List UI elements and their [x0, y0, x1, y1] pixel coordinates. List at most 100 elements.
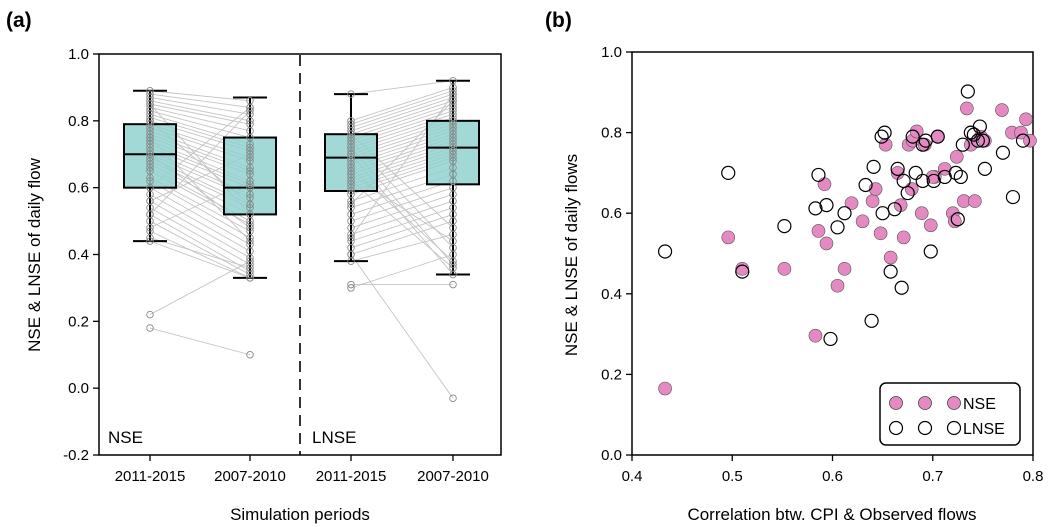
panel-a-ytick-label: 0.4: [68, 247, 89, 264]
paired-point: [146, 310, 154, 319]
paired-line: [149, 230, 251, 279]
paired-point: [347, 177, 355, 185]
paired-line: [350, 100, 454, 135]
lnse-point: [877, 125, 892, 140]
panel-label-b: (b): [545, 9, 572, 32]
paired-point: [146, 133, 154, 142]
paired-point: [246, 180, 254, 189]
paired-point: [246, 167, 254, 175]
panel-a-ytick-label: 0.8: [68, 113, 89, 130]
paired-line: [350, 86, 454, 122]
panel-a-y-axis-title: NSE & LNSE of daily flow: [25, 157, 44, 351]
paired-line: [149, 96, 251, 115]
paired-point: [449, 260, 457, 269]
legend: NSE LNSE: [879, 382, 1021, 446]
lnse-point: [960, 84, 975, 99]
legend-nse-marker-3: [947, 396, 961, 410]
lnse-point: [1005, 189, 1021, 205]
lnse-point: [777, 218, 792, 234]
paired-line: [149, 107, 251, 132]
lnse-point: [950, 212, 965, 227]
paired-line: [350, 200, 454, 235]
panel-b-ytick-label: 0.4: [601, 286, 622, 303]
panel-a-ytick-label: 0.6: [68, 180, 89, 197]
nse-point: [808, 328, 823, 343]
legend-lnse-marker-1: [888, 420, 904, 436]
paired-point: [146, 163, 154, 172]
paired-point: [246, 177, 254, 185]
paired-line: [350, 90, 454, 125]
paired-line: [350, 254, 454, 289]
paired-point: [246, 224, 254, 232]
paired-line: [149, 237, 251, 269]
nse-point: [830, 278, 845, 293]
paired-line: [149, 193, 251, 252]
nse-point: [735, 262, 750, 276]
lnse-point: [864, 313, 879, 328]
paired-line: [149, 180, 251, 239]
paired-point: [246, 274, 254, 282]
panel-a-xtick-label: 2011-2015: [316, 468, 387, 485]
panel-a-xtick-label: 2011-2015: [115, 468, 186, 485]
lnse-point: [883, 264, 898, 279]
panel-a-lines: [149, 80, 454, 399]
paired-line: [350, 93, 454, 239]
paired-point: [246, 150, 254, 158]
panel-b-x-axis-title: Correlation btw. CPI & Observed flows: [687, 505, 976, 524]
group-label-nse: NSE: [108, 428, 143, 447]
panel-a-points: [146, 76, 457, 402]
paired-point: [347, 284, 355, 292]
paired-line: [149, 90, 251, 102]
panel-a-xtick-label: 2007-2010: [417, 468, 489, 485]
paired-point: [449, 237, 457, 245]
lnse-point: [915, 173, 930, 189]
legend-lnse-marker-2: [917, 420, 933, 436]
paired-point: [146, 100, 154, 108]
paired-point: [146, 150, 154, 158]
nse-point: [811, 224, 826, 238]
paired-point: [146, 197, 154, 205]
panel-a-ytick-label: 0.2: [68, 313, 89, 330]
paired-line: [350, 254, 454, 399]
nse-point: [960, 101, 974, 116]
lnse-point: [830, 220, 845, 235]
paired-line: [350, 97, 454, 132]
lnse-point: [975, 133, 990, 148]
panel-a-x-axis-title: Simulation periods: [230, 505, 370, 524]
paired-point: [449, 153, 457, 162]
panel-b-ytick-label: 0.2: [601, 366, 622, 383]
paired-point: [146, 210, 154, 219]
lnse-point: [866, 159, 881, 174]
panel-a-ytick-label: 0.0: [68, 380, 89, 397]
panel-b-y-axis-title: NSE & LNSE of daily flows: [562, 154, 581, 356]
lnse-point: [890, 161, 905, 176]
nse-point: [1019, 112, 1033, 127]
paired-line: [149, 327, 251, 356]
lnse-point: [875, 206, 890, 221]
box: [123, 123, 177, 189]
lnse-point: [915, 137, 930, 152]
lnse-point: [837, 206, 852, 221]
paired-point: [246, 117, 254, 125]
panel-b-yticks: 0.0 0.2 0.4 0.6 0.8 1.0: [601, 44, 632, 464]
lnse-point: [819, 198, 834, 213]
panel-b-xtick-label: 0.6: [822, 468, 843, 485]
nse-point: [844, 196, 859, 210]
nse-point: [817, 177, 832, 191]
paired-line: [149, 93, 251, 108]
lnse-point: [955, 137, 970, 152]
paired-line: [149, 214, 251, 272]
panel-b-xtick-label: 0.7: [922, 468, 943, 485]
legend-nse-marker-2: [918, 396, 932, 410]
group-label-lnse: LNSE: [312, 428, 356, 447]
lnse-point: [905, 129, 920, 144]
paired-point: [246, 153, 254, 162]
paired-line: [350, 193, 454, 229]
nse-point: [923, 218, 938, 233]
nse-point: [777, 262, 792, 276]
nse-point: [873, 226, 888, 241]
paired-line: [350, 93, 454, 128]
lnse-point: [657, 244, 673, 259]
paired-line: [350, 80, 454, 95]
paired-point: [246, 190, 254, 199]
